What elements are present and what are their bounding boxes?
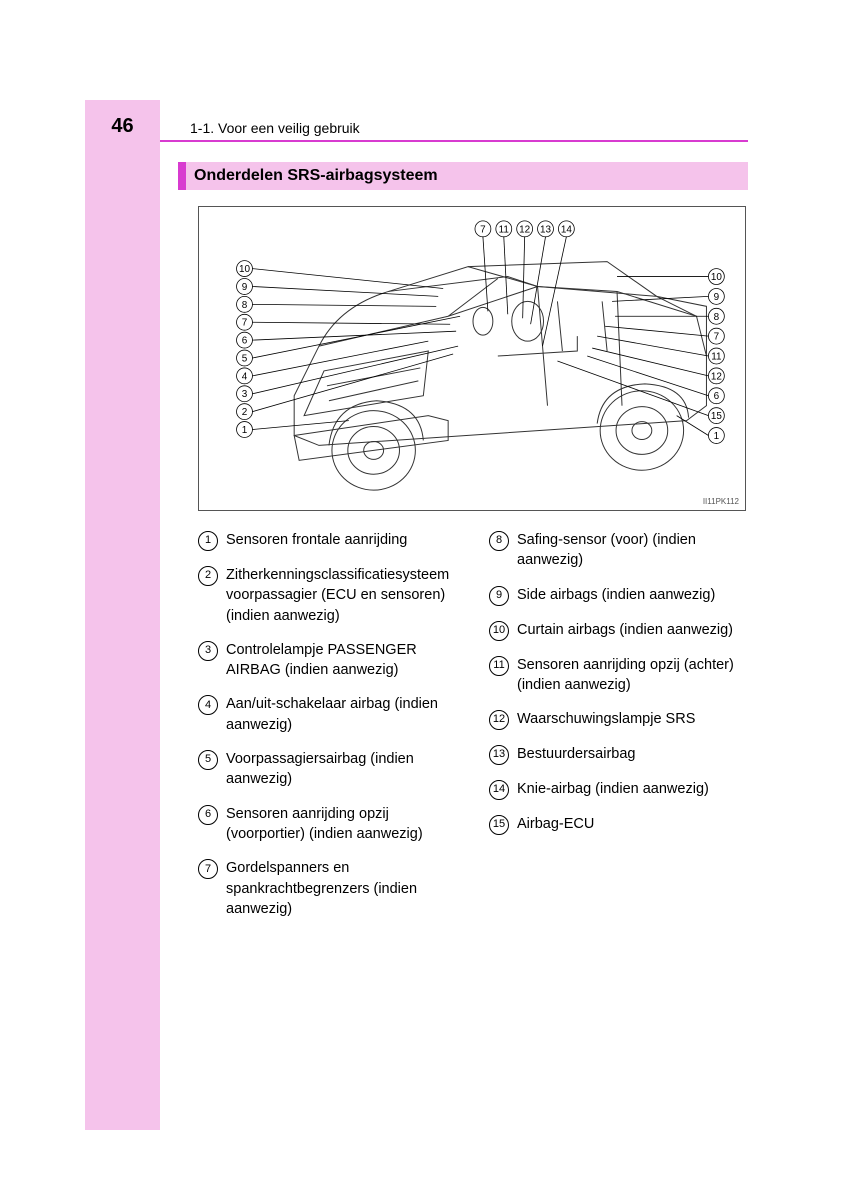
item-text: Side airbags (indien aanwezig) xyxy=(517,585,750,605)
item-number-badge: 10 xyxy=(489,621,509,641)
list-item: 9 Side airbags (indien aanwezig) xyxy=(489,585,750,606)
item-text: Controlelampje PASSENGER AIRBAG (indien … xyxy=(226,640,459,681)
item-text: Bestuurdersairbag xyxy=(517,744,750,764)
item-text: Curtain airbags (indien aanwezig) xyxy=(517,620,750,640)
list-item: 6 Sensoren aanrijding opzij (voorportier)… xyxy=(198,804,459,845)
section-heading: Onderdelen SRS-airbagsysteem xyxy=(178,162,748,190)
item-text: Knie-airbag (indien aanwezig) xyxy=(517,779,750,799)
svg-text:2: 2 xyxy=(242,407,248,418)
item-number-badge: 4 xyxy=(198,695,218,715)
heading-accent xyxy=(178,162,186,190)
item-text: Gordelspanners en spankrachtbegrenzers (… xyxy=(226,858,459,919)
component-list: 1 Sensoren frontale aanrijding 2 Zitherkenn… xyxy=(198,530,750,933)
item-number-badge: 7 xyxy=(198,859,218,879)
item-number-badge: 6 xyxy=(198,805,218,825)
list-item: 8 Safing-sensor (voor) (indien aanwezig) xyxy=(489,530,750,571)
vehicle-diagram: 10 9 8 7 6 5 4 3 2 1 10 9 8 7 11 12 6 15 1 7 11 12 13 14 II11PK… xyxy=(198,206,746,511)
svg-text:1: 1 xyxy=(242,425,248,436)
svg-text:15: 15 xyxy=(711,411,723,422)
item-number-badge: 8 xyxy=(489,531,509,551)
list-column-left: 1 Sensoren frontale aanrijding 2 Zitherkenn… xyxy=(198,530,459,933)
svg-text:7: 7 xyxy=(480,224,486,235)
item-number-badge: 9 xyxy=(489,586,509,606)
svg-text:7: 7 xyxy=(242,318,248,329)
item-number-badge: 2 xyxy=(198,566,218,586)
heading-text: Onderdelen SRS-airbagsysteem xyxy=(194,167,438,185)
list-item: 3 Controlelampje PASSENGER AIRBAG (indien… xyxy=(198,640,459,681)
item-text: Aan/uit-schakelaar airbag (indien aanwez… xyxy=(226,694,459,735)
diagram-code: II11PK112 xyxy=(703,497,739,506)
svg-text:11: 11 xyxy=(711,351,722,362)
svg-text:8: 8 xyxy=(714,312,720,323)
vehicle-svg: 10 9 8 7 6 5 4 3 2 1 10 9 8 7 11 12 6 15 1 7 11 12 13 14 xyxy=(199,207,745,510)
svg-text:3: 3 xyxy=(242,389,248,400)
item-text: Sensoren aanrijding opzij (achter) (indi… xyxy=(517,655,750,696)
list-item: 1 Sensoren frontale aanrijding xyxy=(198,530,459,551)
list-item: 11 Sensoren aanrijding opzij (achter) (in… xyxy=(489,655,750,696)
item-text: Sensoren frontale aanrijding xyxy=(226,530,459,550)
svg-text:1: 1 xyxy=(714,431,720,442)
item-text: Zitherkenningsclassificatiesysteem voorp… xyxy=(226,565,459,626)
svg-text:9: 9 xyxy=(242,282,248,293)
item-number-badge: 1 xyxy=(198,531,218,551)
item-text: Airbag-ECU xyxy=(517,814,750,834)
item-number-badge: 14 xyxy=(489,780,509,800)
item-text: Sensoren aanrijding opzij (voorportier) … xyxy=(226,804,459,845)
header-divider xyxy=(160,140,748,142)
item-text: Waarschuwingslampje SRS xyxy=(517,709,750,729)
svg-text:14: 14 xyxy=(561,224,573,235)
section-label: 1-1. Voor een veilig gebruik xyxy=(190,120,360,138)
svg-text:11: 11 xyxy=(499,224,510,235)
list-item: 4 Aan/uit-schakelaar airbag (indien aanwe… xyxy=(198,694,459,735)
page-header: 46 1-1. Voor een veilig gebruik xyxy=(85,108,745,138)
list-item: 7 Gordelspanners en spankrachtbegrenzers … xyxy=(198,858,459,919)
list-item: 15 Airbag-ECU xyxy=(489,814,750,835)
sidebar-tab xyxy=(85,100,160,1130)
list-item: 10 Curtain airbags (indien aanwezig) xyxy=(489,620,750,641)
item-number-badge: 12 xyxy=(489,710,509,730)
list-item: 12 Waarschuwingslampje SRS xyxy=(489,709,750,730)
svg-text:10: 10 xyxy=(239,264,251,275)
svg-text:6: 6 xyxy=(242,336,248,347)
item-text: Safing-sensor (voor) (indien aanwezig) xyxy=(517,530,750,571)
svg-text:5: 5 xyxy=(242,353,248,364)
item-text: Voorpassagiersairbag (indien aanwezig) xyxy=(226,749,459,790)
list-column-right: 8 Safing-sensor (voor) (indien aanwezig) 9… xyxy=(489,530,750,933)
list-item: 5 Voorpassagiersairbag (indien aanwezig) xyxy=(198,749,459,790)
list-item: 14 Knie-airbag (indien aanwezig) xyxy=(489,779,750,800)
list-item: 2 Zitherkenningsclassificatiesysteem voor… xyxy=(198,565,459,626)
svg-text:9: 9 xyxy=(714,292,720,303)
svg-text:7: 7 xyxy=(714,332,720,343)
item-number-badge: 5 xyxy=(198,750,218,770)
svg-text:13: 13 xyxy=(540,224,552,235)
item-number-badge: 3 xyxy=(198,641,218,661)
svg-text:6: 6 xyxy=(714,391,720,402)
item-number-badge: 13 xyxy=(489,745,509,765)
svg-text:12: 12 xyxy=(711,371,723,382)
item-number-badge: 11 xyxy=(489,656,509,676)
svg-text:10: 10 xyxy=(711,272,723,283)
svg-text:12: 12 xyxy=(519,224,531,235)
item-number-badge: 15 xyxy=(489,815,509,835)
svg-text:4: 4 xyxy=(242,371,248,382)
page-number: 46 xyxy=(85,115,160,138)
list-item: 13 Bestuurdersairbag xyxy=(489,744,750,765)
svg-text:8: 8 xyxy=(242,300,248,311)
